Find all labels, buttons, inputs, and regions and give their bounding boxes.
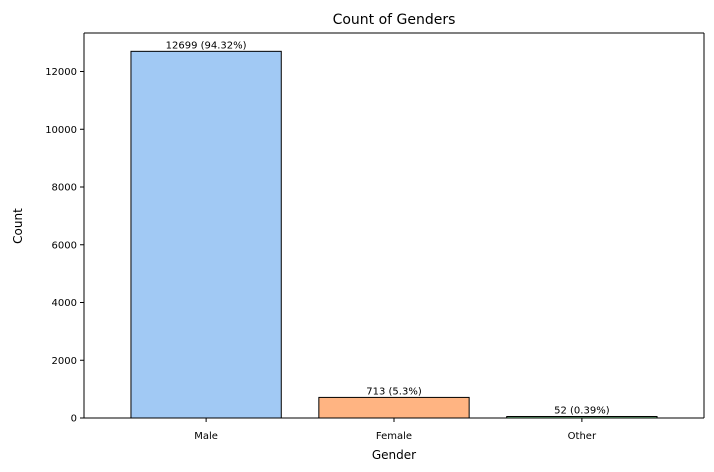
y-tick-label: 4000 xyxy=(52,298,77,309)
bar-female xyxy=(318,396,470,419)
plot-area: 12699 (94.32%) 713 (5.3%) 52 (0.39%) 0 2000 4… xyxy=(45,32,705,442)
bar-value-label: 52 (0.39%) xyxy=(554,405,610,416)
y-tick-label: 0 xyxy=(71,414,77,425)
bar-value-label: 12699 (94.32%) xyxy=(166,40,247,51)
chart-title: Count of Genders xyxy=(333,12,456,28)
bar-male xyxy=(130,50,282,419)
x-axis-label: Gender xyxy=(372,448,416,462)
y-tick-label: 8000 xyxy=(52,183,77,194)
x-tick-label: Female xyxy=(376,431,412,442)
y-axis-label: Count xyxy=(11,208,25,244)
bar-value-label: 713 (5.3%) xyxy=(366,386,422,397)
x-tick-label: Male xyxy=(194,431,218,442)
y-tick-label: 6000 xyxy=(52,240,77,251)
y-tick-label: 2000 xyxy=(52,356,77,367)
y-tick-label: 10000 xyxy=(45,125,77,136)
x-tick-label: Other xyxy=(568,431,597,442)
y-tick-label: 12000 xyxy=(45,67,77,78)
